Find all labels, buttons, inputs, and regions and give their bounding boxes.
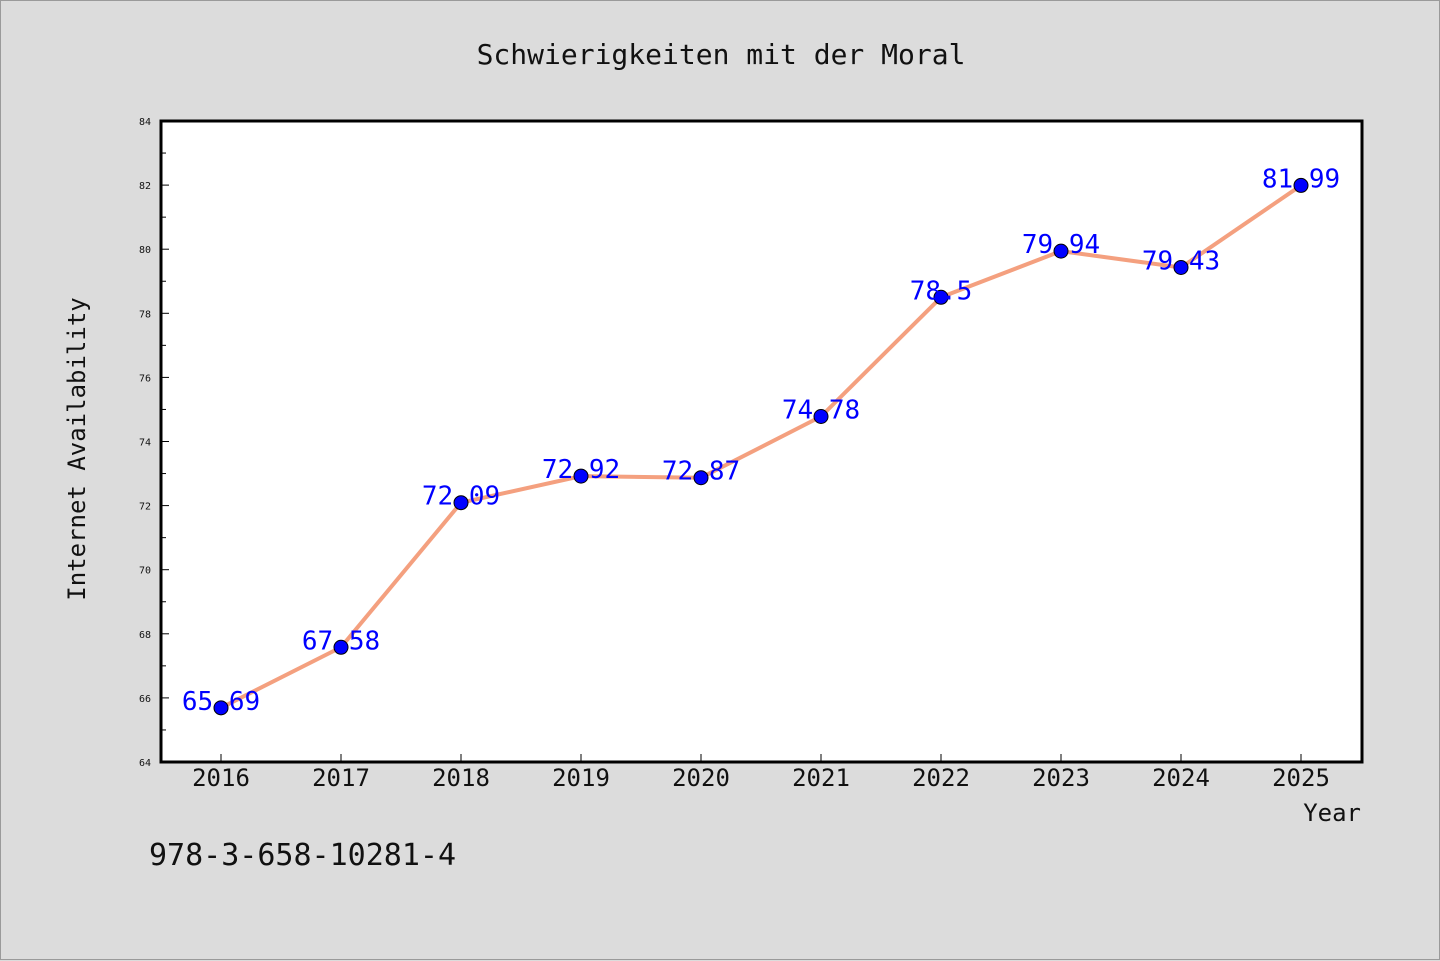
data-point (1173, 259, 1189, 275)
data-label: 72.92 (542, 455, 620, 485)
y-tick-label: 66 (139, 694, 151, 705)
y-tick-label: 74 (139, 438, 151, 449)
x-tick-label: 2018 (432, 764, 490, 792)
y-tick-label: 70 (139, 566, 151, 577)
y-tick-label: 80 (139, 245, 151, 256)
x-tick-label: 2021 (792, 764, 850, 792)
y-tick-label: 72 (139, 502, 151, 513)
data-point (333, 639, 349, 655)
data-point (813, 409, 829, 425)
y-tick-label: 78 (139, 309, 151, 320)
data-label: 74.78 (782, 396, 860, 426)
series-layer: 65.69 67.58 72.09 72.92 72.87 74.78 78.5 79.94 7… (182, 164, 1340, 716)
data-label: 78.5 (910, 276, 973, 306)
series-line (219, 183, 1303, 710)
data-label: 67.58 (302, 626, 380, 656)
footnote-isbn: 978-3-658-10281-4 (149, 838, 456, 873)
x-axis-label: Year (1303, 799, 1361, 827)
data-label: 79.94 (1022, 230, 1100, 260)
plot-area (159, 119, 1364, 764)
chart-title: Schwierigkeiten mit der Moral (477, 38, 966, 71)
x-tick-label: 2025 (1272, 764, 1330, 792)
y-axis-label: Internet Availability (63, 297, 91, 600)
data-point (693, 470, 709, 486)
data-point (1053, 243, 1069, 259)
data-point (933, 289, 949, 305)
y-axis: 64 66 68 70 72 74 76 78 80 82 84 (139, 117, 169, 769)
x-axis: 2016 2017 2018 2019 2020 2021 2022 2023 2024 2025 (192, 754, 1330, 792)
x-tick-label: 2017 (312, 764, 370, 792)
data-label: 81.99 (1262, 164, 1340, 194)
x-tick-label: 2020 (672, 764, 730, 792)
y-tick-label: 64 (139, 758, 151, 769)
y-tick-label: 76 (139, 373, 151, 384)
data-point (213, 700, 229, 716)
x-tick-label: 2019 (552, 764, 610, 792)
x-tick-label: 2016 (192, 764, 250, 792)
y-tick-label: 82 (139, 181, 151, 192)
data-label: 79.43 (1142, 246, 1220, 276)
x-tick-label: 2023 (1032, 764, 1090, 792)
data-label: 72.87 (662, 457, 740, 487)
data-point (573, 468, 589, 484)
y-tick-label: 68 (139, 630, 151, 641)
x-tick-label: 2024 (1152, 764, 1210, 792)
data-label: 65.69 (182, 687, 260, 717)
x-tick-label: 2022 (912, 764, 970, 792)
y-tick-label: 84 (139, 117, 151, 128)
data-label: 72.09 (422, 482, 500, 512)
data-point (453, 495, 469, 511)
data-point (1293, 177, 1309, 193)
